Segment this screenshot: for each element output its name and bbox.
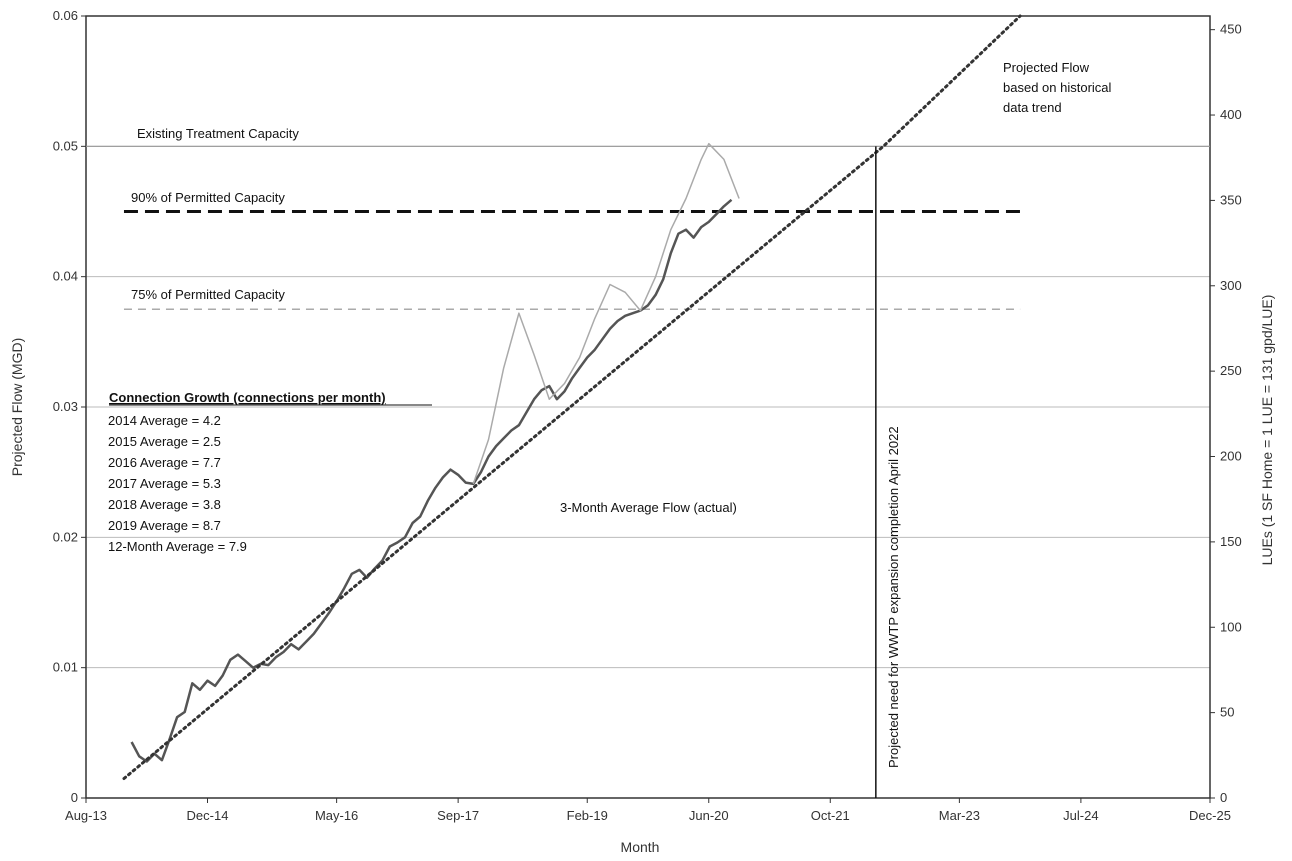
y2-tick-label: 200 bbox=[1220, 449, 1242, 464]
series-group bbox=[122, 14, 1022, 780]
gridlines bbox=[86, 145, 1210, 669]
wwtp-marker-label: Projected need for WWTP expansion comple… bbox=[886, 426, 901, 768]
seventy-five-percent-label: 75% of Permitted Capacity bbox=[131, 287, 285, 302]
y2-axis-label: LUEs (1 SF Home = 1 LUE = 131 gpd/LUE) bbox=[1259, 295, 1275, 566]
x-tick-label: May-16 bbox=[315, 808, 358, 823]
connection-growth-title: Connection Growth (connections per month… bbox=[109, 390, 386, 405]
projected-flow-label-line-2: based on historical bbox=[1003, 80, 1112, 95]
growth-item: 2017 Average = 5.3 bbox=[108, 476, 221, 491]
growth-item: 2014 Average = 4.2 bbox=[108, 413, 221, 428]
y-tick-label: 0.04 bbox=[53, 269, 78, 284]
x-axis-label: Month bbox=[621, 839, 660, 855]
y2-tick-label: 100 bbox=[1220, 619, 1242, 634]
y-axis-label: Projected Flow (MGD) bbox=[9, 338, 25, 476]
y-tick-label: 0.03 bbox=[53, 399, 78, 414]
y-tick-label: 0.06 bbox=[53, 8, 78, 23]
growth-item: 2016 Average = 7.7 bbox=[108, 455, 221, 470]
x-tick-label: Dec-14 bbox=[187, 808, 229, 823]
tick-labels: 0 0.01 0.02 0.03 0.04 0.05 0.06 0 50 100 150 200 250… bbox=[53, 8, 1242, 823]
existing-capacity-label: Existing Treatment Capacity bbox=[137, 126, 299, 141]
x-tick-label: Sep-17 bbox=[437, 808, 479, 823]
projected-flow-label-line-1: Projected Flow bbox=[1003, 60, 1090, 75]
series-line bbox=[130, 198, 733, 763]
growth-item: 2018 Average = 3.8 bbox=[108, 497, 221, 512]
series-line bbox=[122, 14, 1022, 780]
projected-flow-label-line-3: data trend bbox=[1003, 100, 1062, 115]
x-tick-label: Oct-21 bbox=[811, 808, 850, 823]
connection-growth-box: Connection Growth (connections per month… bbox=[108, 390, 432, 554]
vertical-marker-group: Projected need for WWTP expansion comple… bbox=[875, 146, 901, 798]
y-tick-label: 0.02 bbox=[53, 529, 78, 544]
y2-tick-label: 300 bbox=[1220, 278, 1242, 293]
reference-lines bbox=[86, 145, 1210, 310]
y2-tick-label: 350 bbox=[1220, 192, 1242, 207]
growth-item: 12-Month Average = 7.9 bbox=[108, 539, 247, 554]
x-tick-label: Jun-20 bbox=[689, 808, 729, 823]
y-tick-label: 0.05 bbox=[53, 138, 78, 153]
x-tick-label: Jul-24 bbox=[1063, 808, 1098, 823]
y2-tick-label: 150 bbox=[1220, 534, 1242, 549]
x-tick-label: Aug-13 bbox=[65, 808, 107, 823]
y2-tick-label: 450 bbox=[1220, 22, 1242, 37]
y2-tick-label: 400 bbox=[1220, 107, 1242, 122]
series-line bbox=[472, 142, 740, 485]
growth-item: 2015 Average = 2.5 bbox=[108, 434, 221, 449]
projected-flow-label: Projected Flow based on historical data … bbox=[1003, 60, 1112, 115]
x-tick-label: Dec-25 bbox=[1189, 808, 1231, 823]
actual-flow-label: 3-Month Average Flow (actual) bbox=[560, 500, 737, 515]
y2-tick-label: 250 bbox=[1220, 363, 1242, 378]
x-tick-label: Feb-19 bbox=[567, 808, 608, 823]
y2-tick-label: 0 bbox=[1220, 790, 1227, 805]
growth-item: 2019 Average = 8.7 bbox=[108, 518, 221, 533]
y-tick-label: 0 bbox=[71, 790, 78, 805]
ninety-percent-label: 90% of Permitted Capacity bbox=[131, 190, 285, 205]
y2-tick-label: 50 bbox=[1220, 705, 1234, 720]
y-tick-label: 0.01 bbox=[53, 660, 78, 675]
x-tick-label: Mar-23 bbox=[939, 808, 980, 823]
